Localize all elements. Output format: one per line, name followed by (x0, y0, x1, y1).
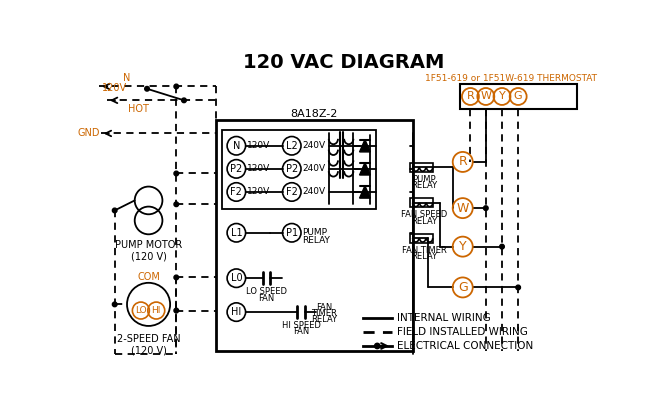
Text: 120V: 120V (247, 164, 271, 173)
Text: TIMER: TIMER (311, 309, 337, 318)
Circle shape (113, 208, 117, 213)
Text: HI: HI (151, 306, 161, 315)
Text: F2: F2 (230, 187, 243, 197)
Text: Y: Y (459, 240, 466, 253)
Bar (222, 129, 377, 209)
Text: FAN SPEED: FAN SPEED (401, 210, 448, 220)
Text: RELAY: RELAY (303, 236, 330, 245)
Text: P2: P2 (285, 164, 298, 174)
Text: RELAY: RELAY (411, 181, 438, 190)
Text: HI SPEED: HI SPEED (281, 321, 320, 330)
Circle shape (182, 98, 186, 103)
Text: FIELD INSTALLED WIRING: FIELD INSTALLED WIRING (397, 327, 527, 337)
Circle shape (145, 86, 149, 91)
Text: 240V: 240V (303, 141, 326, 150)
Text: PUMP: PUMP (303, 228, 328, 237)
Bar (216, 119, 413, 351)
Text: RELAY: RELAY (411, 217, 438, 225)
Text: 2-SPEED FAN
(120 V): 2-SPEED FAN (120 V) (117, 334, 180, 355)
Circle shape (174, 275, 179, 280)
Text: R: R (466, 91, 474, 101)
Text: R: R (458, 155, 467, 168)
Text: N: N (232, 141, 240, 151)
Circle shape (174, 171, 179, 176)
Text: 240V: 240V (303, 187, 326, 197)
Text: FAN: FAN (258, 294, 275, 303)
Circle shape (174, 308, 179, 313)
Text: F2: F2 (286, 187, 297, 197)
Text: LO SPEED: LO SPEED (246, 287, 287, 296)
Text: RELAY: RELAY (311, 315, 337, 324)
Text: W: W (456, 202, 469, 215)
Text: G: G (514, 91, 523, 101)
Text: ELECTRICAL CONNECTION: ELECTRICAL CONNECTION (397, 341, 533, 351)
Circle shape (484, 206, 488, 210)
Text: HI: HI (231, 307, 241, 317)
Bar (410, 233, 433, 243)
Text: L1: L1 (230, 228, 242, 238)
Text: 8A18Z-2: 8A18Z-2 (290, 109, 338, 119)
Text: P2: P2 (230, 164, 243, 174)
Circle shape (375, 343, 380, 349)
Polygon shape (360, 186, 371, 198)
Text: W: W (480, 91, 491, 101)
Text: COM: COM (137, 272, 160, 282)
Text: INTERNAL WIRING: INTERNAL WIRING (397, 313, 490, 323)
Text: 120V: 120V (103, 83, 127, 93)
Circle shape (500, 244, 505, 249)
Circle shape (174, 84, 179, 89)
Text: 120 VAC DIAGRAM: 120 VAC DIAGRAM (243, 53, 444, 72)
Text: FAN: FAN (316, 303, 332, 312)
Polygon shape (360, 163, 371, 175)
Bar (460, 84, 578, 109)
Text: 120V: 120V (247, 187, 271, 197)
Text: 1F51-619 or 1F51W-619 THERMOSTAT: 1F51-619 or 1F51W-619 THERMOSTAT (425, 73, 597, 83)
Polygon shape (360, 140, 371, 152)
Text: G: G (458, 281, 468, 294)
Text: PUMP MOTOR
(120 V): PUMP MOTOR (120 V) (115, 240, 182, 261)
Text: P1: P1 (285, 228, 298, 238)
Text: 240V: 240V (303, 164, 326, 173)
Text: L2: L2 (286, 141, 297, 151)
Text: N: N (123, 73, 130, 83)
Bar (410, 198, 433, 207)
Text: HOT: HOT (128, 104, 149, 114)
Circle shape (113, 302, 117, 307)
Circle shape (174, 202, 179, 207)
Text: FAN: FAN (293, 328, 309, 336)
Text: RELAY: RELAY (411, 252, 438, 261)
Text: 120V: 120V (247, 141, 271, 150)
Text: GND: GND (78, 129, 100, 138)
Text: PUMP: PUMP (413, 175, 436, 184)
Bar (410, 163, 433, 172)
Text: LO: LO (135, 306, 147, 315)
Text: Y: Y (498, 91, 505, 101)
Text: FAN TIMER: FAN TIMER (402, 246, 447, 255)
Circle shape (516, 285, 521, 290)
Text: L0: L0 (230, 273, 242, 283)
